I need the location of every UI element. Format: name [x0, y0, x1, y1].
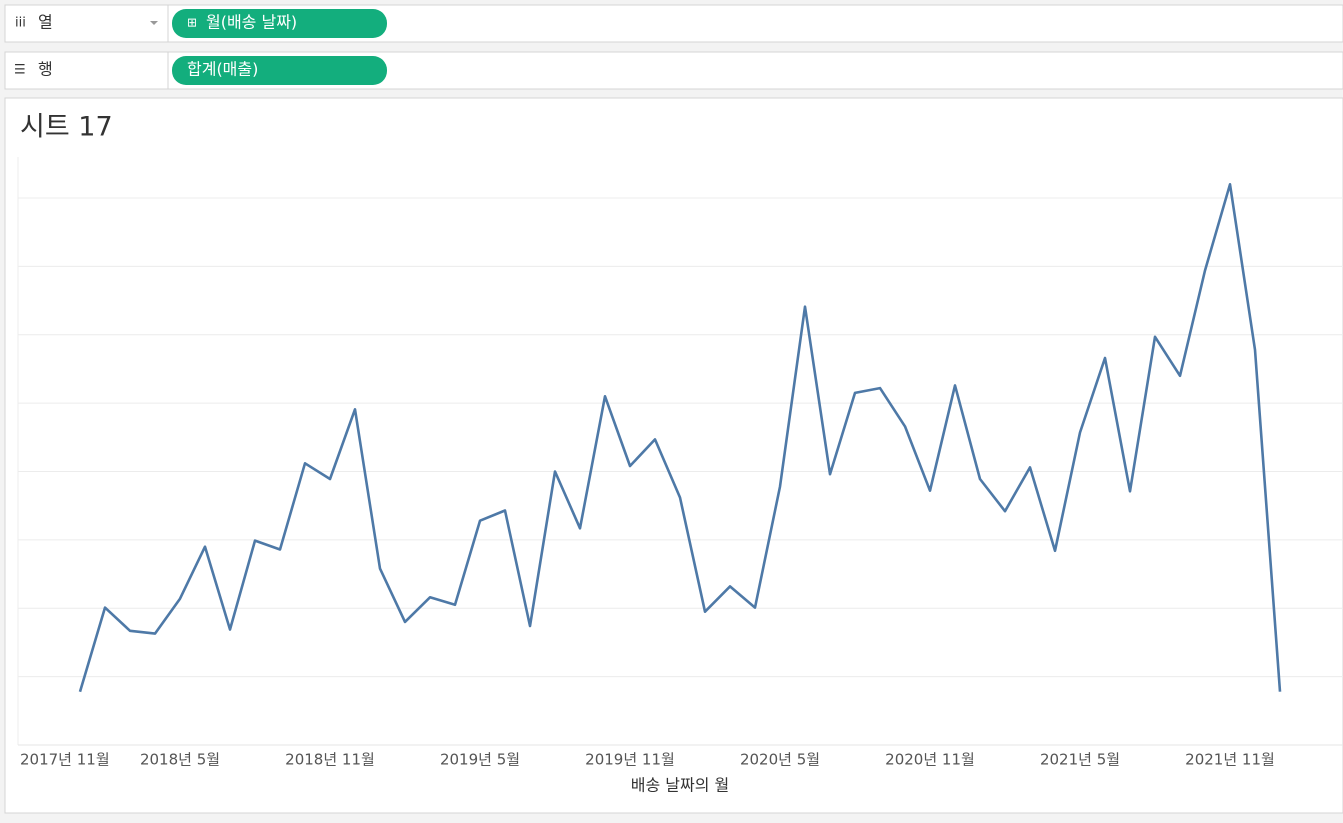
- pill-icon: ⊞: [187, 16, 197, 30]
- columns-pill-text: 월(배송 날짜): [206, 13, 297, 32]
- x-axis-title: 배송 날짜의 월: [631, 776, 730, 795]
- x-tick-label: 2018년 5월: [140, 751, 220, 769]
- x-tick-label: 2021년 5월: [1040, 751, 1120, 769]
- rows-label: 행: [38, 60, 53, 79]
- x-tick-label: 2020년 11월: [885, 751, 975, 769]
- columns-icon: iii: [15, 16, 26, 31]
- rows-pill[interactable]: [172, 56, 387, 85]
- rows-pill-text: 합계(매출): [187, 60, 258, 79]
- dropdown-arrow[interactable]: [150, 21, 158, 25]
- chart-title: 시트 17: [20, 112, 113, 143]
- rows-icon: ☰: [14, 63, 26, 78]
- x-tick-label: 2019년 11월: [585, 751, 675, 769]
- sheet-panel: [4, 97, 1343, 814]
- x-tick-label: 2020년 5월: [740, 751, 820, 769]
- x-tick-label: 2019년 5월: [440, 751, 520, 769]
- x-tick-label: 2018년 11월: [285, 751, 375, 769]
- x-tick-label: 2017년 11월: [20, 751, 110, 769]
- x-tick-label: 2021년 11월: [1185, 751, 1275, 769]
- line: [78, 183, 1282, 693]
- columns-pill[interactable]: [172, 9, 387, 38]
- columns-label: 열: [38, 13, 53, 32]
